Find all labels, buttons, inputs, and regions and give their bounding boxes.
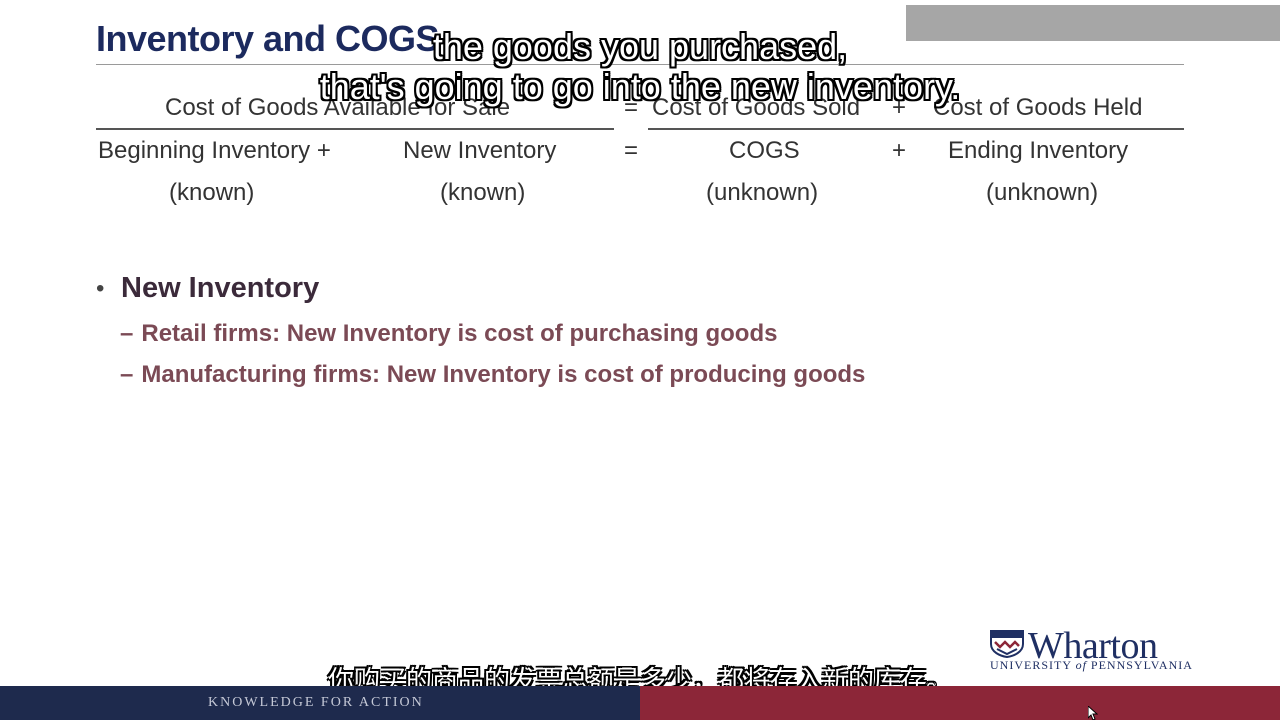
dash-icon: – — [120, 361, 134, 388]
eq-cogs: COGS — [729, 137, 800, 164]
eq-new-inventory: New Inventory — [403, 137, 557, 164]
sub-bullet-text: Manufacturing firms: New Inventory is co… — [141, 361, 866, 388]
eq-row1-plus: + — [892, 137, 907, 164]
eq-header-plus: + — [892, 94, 907, 121]
eq-row1-equals: = — [624, 137, 639, 164]
eq-header-goods-held: Cost of Goods Held — [933, 94, 1143, 121]
footer-red-band — [640, 686, 1280, 720]
footer-tagline: KNOWLEDGE FOR ACTION — [208, 695, 424, 710]
shield-icon — [990, 630, 1024, 658]
bullet-dot-icon: • — [96, 275, 105, 302]
logo-wordmark: Wharton — [1028, 625, 1158, 667]
dash-icon: – — [120, 320, 134, 347]
footer-navy-band — [0, 686, 640, 720]
eq-rule-left — [96, 128, 614, 130]
top-gray-bar — [906, 5, 1280, 41]
logo-subtitle: UNIVERSITY of PENNSYLVANIA — [990, 658, 1193, 672]
subtitle-en-line2: that's going to go into the new inventor… — [319, 66, 961, 107]
eq-unknown-2: (unknown) — [986, 179, 1099, 206]
bullet-main-text: New Inventory — [121, 272, 320, 304]
sub-bullet-text: Retail firms: New Inventory is cost of p… — [141, 320, 778, 347]
eq-known-1: (known) — [169, 179, 255, 206]
slide-title: Inventory and COGS — [96, 18, 440, 59]
sub-bullet-retail: – Retail firms: New Inventory is cost of … — [120, 320, 777, 348]
title-divider — [96, 64, 1184, 65]
eq-known-2: (known) — [440, 179, 526, 206]
eq-header-cogs-sold: Cost of Goods Sold — [652, 94, 861, 121]
eq-unknown-1: (unknown) — [706, 179, 819, 206]
eq-header-equals: = — [624, 94, 639, 121]
eq-ending-inventory: Ending Inventory — [948, 137, 1129, 164]
wharton-logo: Wharton UNIVERSITY of PENNSYLVANIA — [988, 625, 1193, 674]
subtitle-en-line1: the goods you purchased, — [432, 26, 848, 67]
eq-rule-right — [648, 128, 1184, 130]
sub-bullet-manufacturing: – Manufacturing firms: New Inventory is c… — [120, 361, 865, 389]
eq-header-available: Cost of Goods Available for Sale — [165, 94, 511, 121]
eq-beginning-inventory: Beginning Inventory + — [98, 137, 331, 164]
mouse-cursor-icon — [1088, 706, 1098, 720]
